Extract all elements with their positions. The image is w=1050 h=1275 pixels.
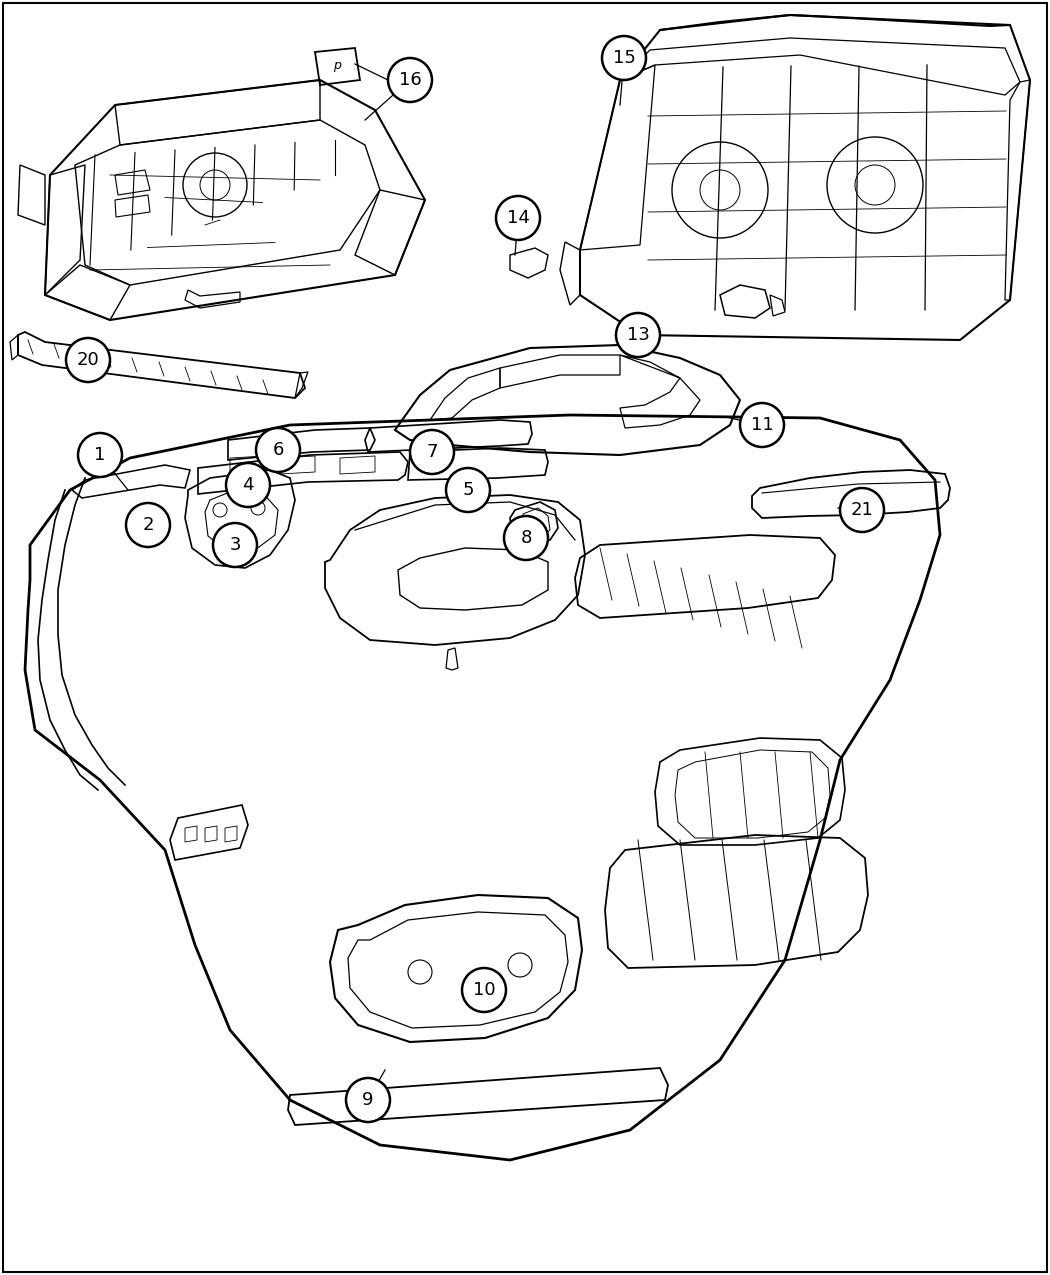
Circle shape — [346, 1077, 390, 1122]
Circle shape — [78, 434, 122, 477]
Text: 6: 6 — [272, 441, 284, 459]
Text: 3: 3 — [229, 536, 240, 555]
Circle shape — [602, 36, 646, 80]
Circle shape — [410, 430, 454, 474]
Text: 21: 21 — [850, 501, 874, 519]
Text: 9: 9 — [362, 1091, 374, 1109]
Text: 14: 14 — [506, 209, 529, 227]
Circle shape — [256, 428, 300, 472]
Circle shape — [462, 968, 506, 1012]
Circle shape — [446, 468, 490, 513]
Circle shape — [66, 338, 110, 382]
Circle shape — [213, 523, 257, 567]
Text: 15: 15 — [612, 48, 635, 68]
Text: 1: 1 — [94, 446, 106, 464]
Text: 5: 5 — [462, 481, 474, 499]
Text: 11: 11 — [751, 416, 774, 434]
Text: 10: 10 — [472, 980, 496, 1000]
Text: 7: 7 — [426, 442, 438, 462]
Circle shape — [616, 312, 660, 357]
Circle shape — [388, 57, 432, 102]
Text: 4: 4 — [243, 476, 254, 493]
Text: 16: 16 — [399, 71, 421, 89]
Circle shape — [504, 516, 548, 560]
Text: 13: 13 — [627, 326, 650, 344]
Circle shape — [226, 463, 270, 507]
Circle shape — [840, 488, 884, 532]
Text: 8: 8 — [521, 529, 531, 547]
Text: p: p — [333, 60, 341, 73]
Circle shape — [496, 196, 540, 240]
Circle shape — [740, 403, 784, 448]
Circle shape — [126, 504, 170, 547]
Text: 20: 20 — [77, 351, 100, 368]
Text: 2: 2 — [142, 516, 153, 534]
